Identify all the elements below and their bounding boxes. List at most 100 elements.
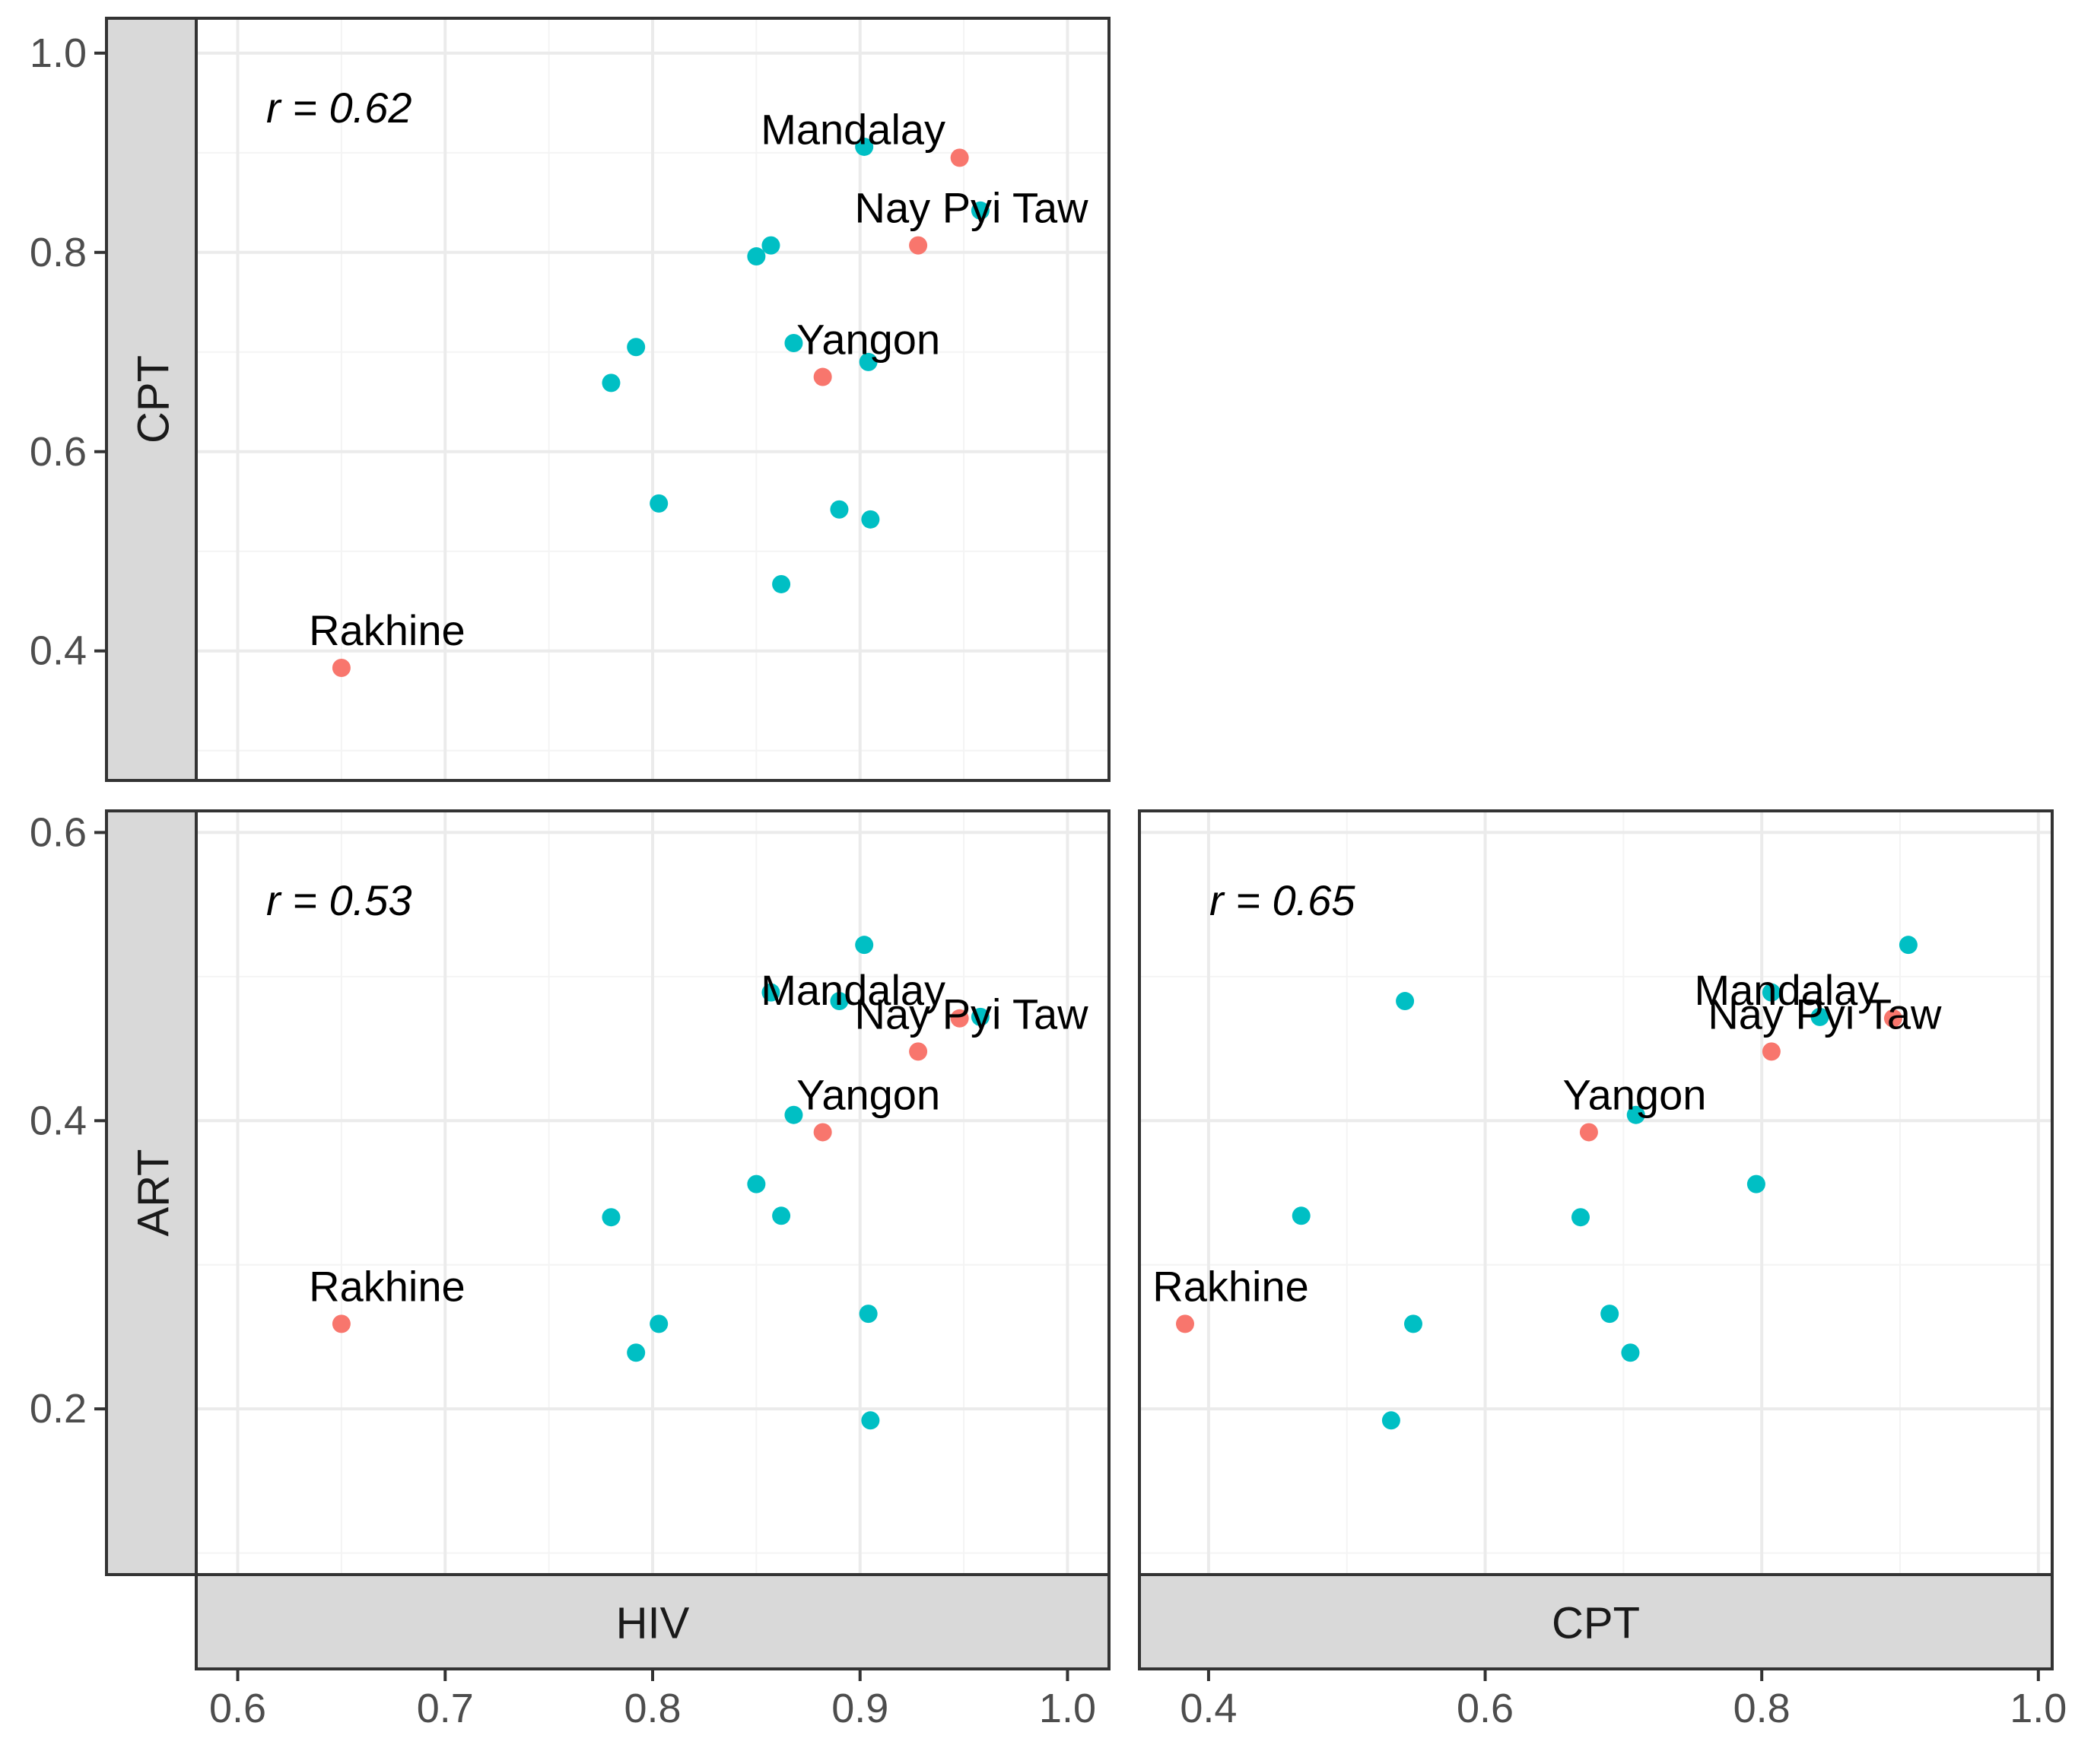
point-mandalay	[950, 1009, 969, 1028]
panel-border	[1138, 809, 2054, 1576]
x-axis-cpt: 0.4 0.6 0.8 1.0	[1180, 1669, 2067, 1731]
data-point	[772, 1206, 791, 1225]
col-strip-hiv-label: HIV	[616, 1599, 690, 1648]
data-point	[650, 1314, 669, 1333]
data-point	[859, 352, 878, 371]
y-tick-label: 0.4	[30, 628, 87, 674]
point-label-yangon: Yangon	[796, 1070, 940, 1118]
x-tick-label: 0.4	[1180, 1686, 1237, 1731]
data-point	[602, 1208, 621, 1227]
row-strip-art-bg	[105, 809, 198, 1576]
correlation-label: r = 0.62	[266, 84, 412, 132]
data-point	[1404, 1314, 1422, 1333]
point-label-mandalay: Mandalay	[761, 105, 945, 153]
x-axis-hiv: 0.6 0.7 0.8 0.9 1.0	[209, 1669, 1096, 1731]
data-point	[1746, 1174, 1765, 1193]
y-axis-art: 0.2 0.4 0.6	[30, 809, 106, 1432]
point-mandalay	[950, 148, 969, 167]
point-label-mandalay: Mandalay	[761, 966, 945, 1014]
data-point	[602, 373, 621, 393]
correlation-label: r = 0.53	[266, 876, 412, 924]
data-point	[772, 574, 791, 593]
row-strip-cpt-bg	[105, 17, 198, 782]
data-point	[1600, 1305, 1619, 1324]
data-point	[855, 936, 874, 955]
data-point	[861, 1411, 880, 1430]
point-mandalay	[1883, 1009, 1902, 1028]
x-tick-label: 1.0	[1039, 1686, 1096, 1731]
data-point	[761, 983, 780, 1002]
data-point	[747, 1174, 766, 1193]
x-tick-label: 0.6	[1457, 1686, 1514, 1731]
point-label-rakhine: Rakhine	[1152, 1262, 1308, 1310]
data-point	[1899, 936, 1918, 955]
point-label-nay-pyi-taw: Nay Pyi Taw	[855, 184, 1089, 232]
data-point	[971, 201, 990, 220]
y-axis-cpt: 0.4 0.6 0.8 1.0	[30, 30, 106, 674]
x-tick-label: 0.8	[1733, 1686, 1791, 1731]
data-point	[784, 333, 803, 352]
data-point	[627, 338, 646, 357]
row-strip-cpt: CPT	[105, 17, 198, 782]
col-strip-hiv-bg	[195, 1573, 1111, 1670]
data-point	[1396, 992, 1415, 1011]
col-strip-cpt: CPT	[1138, 1573, 2054, 1670]
point-label-rakhine: Rakhine	[309, 1262, 465, 1310]
panel-hiv-cpt: r = 0.62 Mandalay Nay Pyi Taw Yangon Rakhine	[195, 17, 1111, 782]
point-yangon	[1579, 1123, 1598, 1142]
x-tick-label: 0.9	[831, 1686, 888, 1731]
panel-background	[1139, 811, 2052, 1575]
y-tick-label: 1.0	[30, 30, 87, 76]
point-label-rakhine: Rakhine	[309, 606, 465, 654]
x-tick-label: 0.8	[624, 1686, 681, 1731]
data-point	[1621, 1343, 1640, 1362]
data-point	[747, 247, 766, 266]
col-strip-cpt-bg	[1138, 1573, 2054, 1670]
x-tick-label: 0.6	[209, 1686, 266, 1731]
data-point	[1571, 1208, 1590, 1227]
point-yangon	[813, 1123, 832, 1142]
data-point	[1381, 1411, 1400, 1430]
data-point	[830, 992, 849, 1011]
data-point	[650, 494, 669, 513]
point-label-mandalay: Mandalay	[1695, 966, 1880, 1014]
data-point	[855, 137, 874, 156]
y-tick-label: 0.2	[30, 1386, 87, 1432]
point-yangon	[813, 367, 832, 386]
point-nay-pyi-taw	[909, 1042, 928, 1061]
y-tick-label: 0.6	[30, 429, 87, 475]
data-point	[830, 500, 849, 519]
data-point	[1626, 1105, 1645, 1124]
data-point	[971, 1007, 990, 1026]
x-tick-label: 0.7	[417, 1686, 474, 1731]
data-point	[784, 1105, 803, 1124]
point-rakhine	[1176, 1314, 1194, 1333]
row-strip-art: ART	[105, 809, 198, 1576]
point-label-nay-pyi-taw: Nay Pyi Taw	[1708, 990, 1942, 1038]
data-point	[1762, 983, 1781, 1002]
data-point	[859, 1305, 878, 1324]
correlation-label: r = 0.65	[1209, 876, 1355, 924]
row-strip-cpt-label: CPT	[129, 355, 179, 443]
data-point	[861, 510, 880, 529]
point-rakhine	[332, 658, 351, 677]
row-strip-art-label: ART	[129, 1149, 179, 1237]
y-tick-label: 0.4	[30, 1098, 87, 1143]
point-nay-pyi-taw	[1762, 1042, 1781, 1061]
col-strip-cpt-label: CPT	[1552, 1599, 1640, 1648]
col-strip-hiv: HIV	[195, 1573, 1111, 1670]
point-nay-pyi-taw	[909, 236, 928, 255]
data-point	[761, 236, 780, 255]
data-point	[1292, 1206, 1311, 1225]
data-point	[627, 1343, 646, 1362]
point-label-nay-pyi-taw: Nay Pyi Taw	[855, 990, 1089, 1038]
panel-border	[195, 17, 1111, 782]
y-tick-label: 0.6	[30, 809, 87, 855]
x-tick-label: 1.0	[2010, 1686, 2067, 1731]
y-tick-label: 0.8	[30, 230, 87, 275]
point-rakhine	[332, 1314, 351, 1333]
point-label-yangon: Yangon	[796, 316, 940, 364]
